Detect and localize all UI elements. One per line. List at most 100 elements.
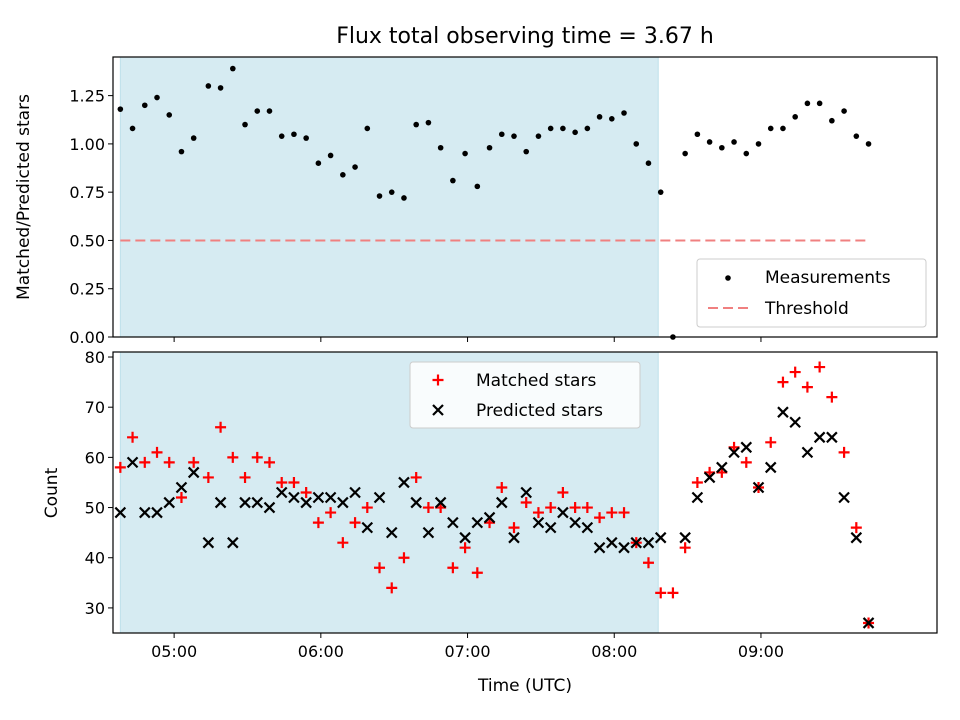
- predicted-star-point: [398, 476, 410, 489]
- bottom-axes-frame: [112, 351, 938, 634]
- measurement-point: [560, 125, 566, 132]
- measurement-point: [437, 144, 444, 151]
- measurement-point: [609, 115, 615, 122]
- matched-star-point: [337, 537, 349, 549]
- predicted-star-point: [813, 431, 826, 444]
- measurement-point: [535, 133, 542, 139]
- predicted-star-point: [459, 531, 471, 544]
- measurement-point: [780, 125, 786, 132]
- predicted-star-point: [654, 531, 667, 544]
- predicted-star-point: [508, 531, 520, 544]
- measurement-point: [190, 135, 197, 141]
- predicted-star-point: [227, 536, 239, 549]
- measurement-point: [621, 110, 627, 116]
- top-y-axis-label: Matched/Predicted stars: [14, 94, 34, 300]
- top-axes-frame: [112, 56, 938, 338]
- predicted-star-point: [151, 506, 163, 519]
- predicted-star-point: [850, 531, 863, 544]
- measurement-point: [217, 85, 224, 91]
- predicted-star-point: [532, 516, 545, 529]
- measurement-point: [129, 125, 136, 132]
- matched-star-point: [789, 366, 801, 378]
- matched-star-point: [410, 471, 422, 483]
- predicted-star-point: [581, 521, 594, 534]
- predicted-star-point: [434, 496, 447, 509]
- matched-star-point: [312, 517, 324, 529]
- predicted-star-point: [126, 456, 139, 469]
- measurement-point: [767, 125, 774, 132]
- measurement-point: [841, 108, 847, 114]
- predicted-star-point: [691, 491, 704, 504]
- matched-star-point: [251, 451, 263, 463]
- matched-star-point: [276, 476, 288, 488]
- matched-star-point: [114, 461, 126, 473]
- measurement-point: [719, 144, 725, 151]
- top-ytick-label: 1.00: [69, 135, 105, 154]
- predicted-star-point: [679, 531, 691, 544]
- predicted-star-point: [557, 506, 569, 519]
- top-ytick-label: 0.75: [69, 183, 105, 202]
- matched-star-point: [422, 502, 434, 514]
- matched-star-point: [288, 476, 300, 488]
- measurement-point: [352, 164, 358, 170]
- predicted-star-point: [361, 521, 374, 534]
- measurement-point: [230, 65, 236, 72]
- matched-star-point: [581, 502, 593, 514]
- measurement-point: [327, 152, 334, 159]
- predicted-star-point: [263, 501, 276, 514]
- predicted-star-point: [422, 526, 435, 539]
- top-ytick-label: 0.25: [69, 280, 105, 299]
- measurement-point: [792, 114, 798, 120]
- chart-title: Flux total observing time = 3.67 h: [336, 24, 714, 49]
- predicted-star-point: [618, 541, 630, 554]
- predicted-star-point: [349, 486, 361, 499]
- matched-star-point: [215, 421, 227, 433]
- legend-measurements-marker: [725, 275, 731, 281]
- matched-star-point: [655, 587, 667, 599]
- measurement-point: [205, 83, 212, 89]
- matched-star-point: [606, 507, 618, 519]
- predicted-star-point: [728, 446, 740, 459]
- predicted-star-point: [495, 496, 508, 509]
- bottom-ytick-label: 30: [85, 599, 105, 618]
- matched-star-point: [459, 542, 471, 554]
- measurement-point: [303, 135, 309, 141]
- predicted-star-point: [838, 491, 850, 504]
- measurement-point: [731, 139, 737, 145]
- predicted-star-point: [239, 496, 251, 509]
- bottom-ytick-label: 70: [85, 398, 105, 417]
- measurement-point: [706, 139, 713, 145]
- bottom-legend: Matched stars Predicted stars: [409, 361, 641, 429]
- predicted-star-point: [752, 481, 765, 494]
- measurement-point: [388, 189, 395, 195]
- measurement-point: [829, 117, 835, 124]
- predicted-star-point: [312, 491, 325, 504]
- predicted-star-point: [337, 496, 349, 509]
- matched-star-point: [202, 471, 214, 483]
- measurement-point: [804, 100, 811, 107]
- predicted-star-point: [777, 406, 789, 418]
- bottom-xtick-label: 08:00: [591, 642, 637, 661]
- bottom-ytick-label: 80: [85, 348, 105, 367]
- legend-predicted-marker: [432, 404, 444, 416]
- matched-star-point: [386, 582, 398, 594]
- matched-star-point: [520, 497, 532, 509]
- measurement-point: [865, 141, 872, 147]
- matched-star-point: [398, 552, 410, 564]
- predicted-star-point: [373, 491, 386, 504]
- measurement-point: [853, 133, 860, 139]
- legend-threshold-label: Threshold: [764, 299, 849, 319]
- measurement-point: [376, 193, 383, 199]
- matched-star-point: [826, 391, 838, 403]
- bottom-ytick-label: 40: [85, 549, 105, 568]
- measurement-point: [572, 129, 578, 136]
- measurement-point: [743, 150, 750, 157]
- matched-star-point: [447, 562, 459, 574]
- bottom-xtick-label: 05:00: [151, 642, 197, 661]
- predicted-star-point: [569, 516, 581, 529]
- matched-star-point: [642, 557, 654, 569]
- top-ytick-label: 1.25: [69, 87, 105, 106]
- measurement-point: [523, 148, 530, 155]
- top-ytick-label: 0.50: [69, 231, 105, 250]
- predicted-star-point: [740, 441, 753, 454]
